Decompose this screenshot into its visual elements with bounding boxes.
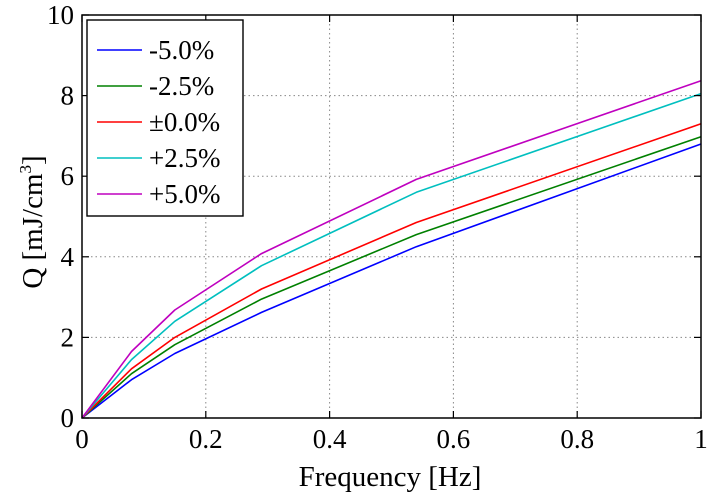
series-line [81,143,702,419]
x-tick-label: 0 [75,424,89,454]
series-line [81,92,702,419]
legend-box [86,19,244,217]
y-tick-label: 4 [61,242,75,272]
x-tick-label: 0.4 [313,424,347,454]
y-axis-label-main: Q [mJ/cm [17,173,49,289]
plot-area-frame [81,14,702,419]
series-line [81,135,702,419]
legend: -5.0% -2.5% ±0.0% +2.5% +5.0% [86,19,244,217]
legend-label: +2.5% [149,143,220,173]
y-tick-label: 6 [61,161,75,191]
x-tick-label: 0.2 [189,424,223,454]
y-tick-label: 10 [47,0,74,30]
series-lines [81,79,702,419]
axis-ticks [81,14,702,419]
legend-label: +5.0% [149,179,220,209]
y-axis-label-close: ] [17,155,49,165]
x-tick-labels: 0 0.2 0.4 0.6 0.8 1 [75,424,708,454]
x-tick-label: 0.8 [560,424,594,454]
legend-label: -5.0% [149,35,214,65]
legend-label: ±0.0% [149,107,220,137]
series-line [81,123,702,419]
x-tick-label: 1 [694,424,708,454]
y-tick-label: 0 [61,403,75,433]
series-line [81,79,702,419]
x-tick-label: 0.6 [437,424,471,454]
y-axis-label-superscript: 3 [16,165,35,174]
y-axis-label: Q [mJ/cm3] [16,155,49,288]
x-axis-label: Frequency [Hz] [299,461,482,493]
y-tick-label: 2 [61,322,75,352]
legend-label: -2.5% [149,71,214,101]
y-tick-label: 8 [61,81,75,111]
y-tick-labels: 0 2 4 6 8 10 [47,0,75,433]
